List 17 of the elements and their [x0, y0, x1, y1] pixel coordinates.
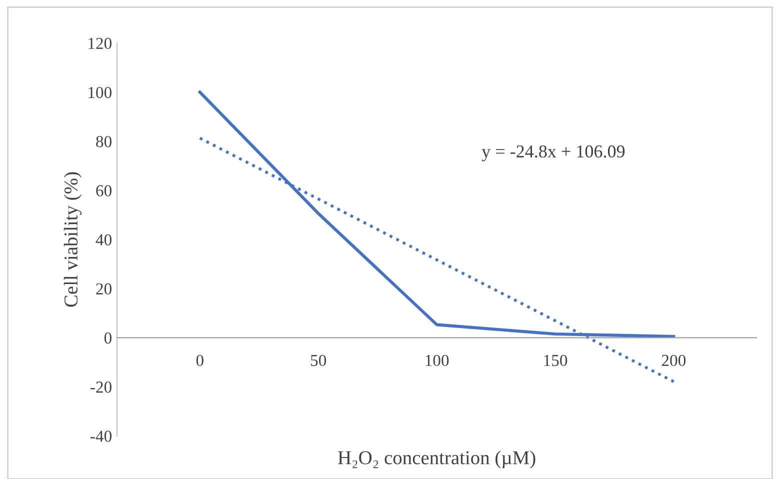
- y-tick-label: 20: [96, 283, 112, 295]
- x-tick-label: 100: [426, 354, 449, 366]
- x-tick-label: 150: [544, 354, 568, 366]
- x-tick-label: 0: [196, 354, 204, 366]
- y-tick-label: 120: [88, 38, 112, 50]
- x-tick-label: 50: [310, 354, 326, 366]
- x-tick-label: 200: [662, 354, 686, 366]
- y-tick-label: -20: [90, 381, 112, 393]
- y-tick-label: 60: [96, 185, 112, 196]
- y-tick-label: 100: [88, 86, 112, 98]
- y-tick-label: 40: [96, 234, 112, 246]
- y-tick-label: -40: [90, 430, 112, 442]
- x-axis-title: H₂O₂ concentration (µM): [338, 450, 536, 468]
- annotation: y = -24.8x + 106.09: [482, 145, 625, 162]
- y-axis-title: Cell viability (%): [64, 172, 82, 307]
- y-tick-label: 80: [96, 136, 112, 148]
- y-tick-label: 0: [104, 332, 112, 344]
